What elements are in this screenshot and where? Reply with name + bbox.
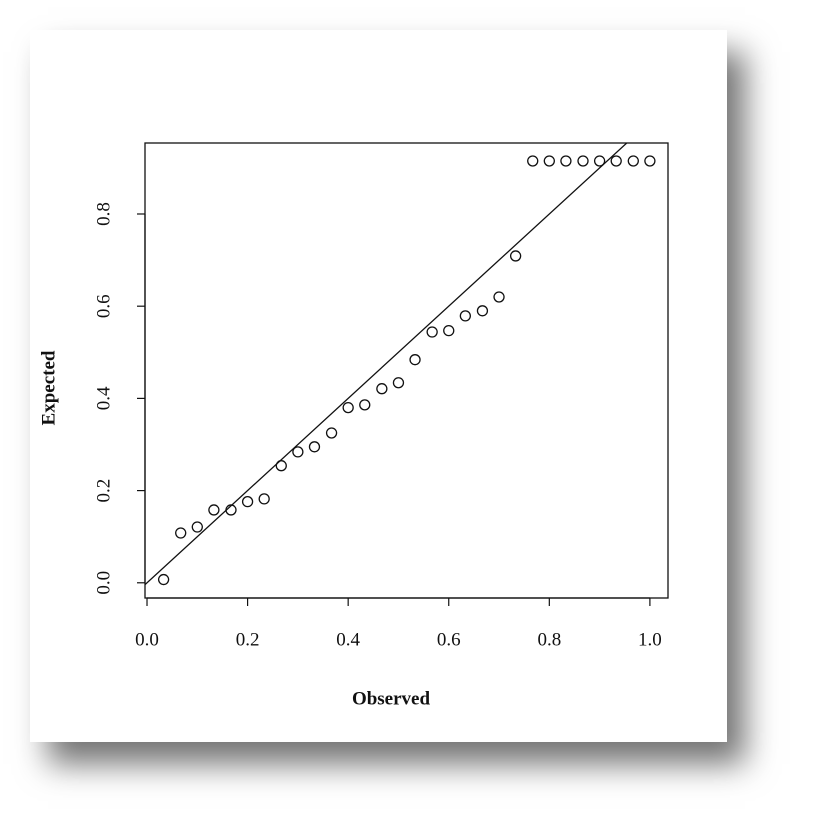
- y-axis-title: Expected: [38, 350, 59, 425]
- point: [342, 401, 354, 414]
- x-tick-label: 0.6: [437, 629, 461, 650]
- point: [392, 377, 405, 389]
- y-tick-label: 0.6: [93, 294, 114, 318]
- point: [157, 573, 170, 586]
- y-tick-label: 0.2: [93, 479, 114, 503]
- point: [426, 326, 438, 338]
- point: [308, 441, 321, 453]
- point: [376, 383, 388, 395]
- point: [208, 504, 220, 516]
- y-tick-label: 0.8: [93, 202, 114, 226]
- point: [509, 250, 522, 262]
- point: [527, 155, 539, 167]
- point: [359, 399, 371, 411]
- point: [409, 354, 421, 366]
- point: [577, 155, 589, 167]
- point: [627, 155, 639, 167]
- point: [443, 324, 455, 337]
- point: [610, 155, 622, 167]
- point: [560, 155, 572, 167]
- x-tick-label: 0.2: [236, 629, 260, 650]
- x-tick-label: 0.8: [537, 629, 561, 650]
- x-tick-label: 0.0: [135, 629, 159, 650]
- point: [543, 155, 555, 167]
- point: [325, 427, 338, 439]
- point: [493, 291, 505, 303]
- y-tick-label: 0.4: [93, 386, 114, 410]
- point: [459, 310, 471, 322]
- point: [225, 504, 237, 516]
- reference-line: [145, 143, 628, 586]
- point: [593, 155, 606, 167]
- point: [258, 493, 270, 505]
- point: [476, 305, 489, 317]
- point: [275, 460, 287, 472]
- plot-frame: [144, 142, 669, 599]
- point: [644, 155, 656, 167]
- x-tick-label: 0.4: [336, 629, 360, 650]
- x-tick-label: 1.0: [638, 629, 662, 650]
- x-axis-title: Observed: [352, 688, 431, 709]
- point: [175, 527, 187, 539]
- point: [292, 446, 304, 458]
- point: [241, 496, 254, 508]
- card: [30, 30, 727, 742]
- point: [191, 521, 203, 533]
- y-tick-label: 0.0: [93, 571, 114, 595]
